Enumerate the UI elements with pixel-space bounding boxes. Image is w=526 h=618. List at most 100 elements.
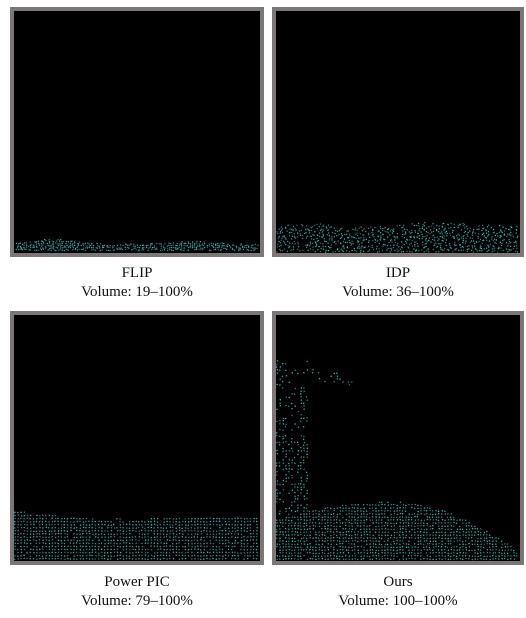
- fluid-particle: [350, 244, 352, 246]
- fluid-particle: [227, 533, 230, 535]
- fluid-particle: [406, 239, 409, 241]
- fluid-particle: [285, 238, 287, 240]
- fluid-particle: [298, 246, 300, 248]
- fluid-particle: [38, 533, 41, 535]
- fluid-particle: [234, 530, 237, 532]
- fluid-particle: [447, 224, 450, 226]
- fluid-particle: [71, 245, 74, 247]
- fluid-particle: [327, 546, 329, 549]
- fluid-particle: [191, 542, 193, 545]
- fluid-particle: [375, 510, 377, 512]
- fluid-particle: [336, 525, 338, 528]
- fluid-particle: [405, 525, 407, 528]
- fluid-particle: [367, 250, 369, 253]
- fluid-particle: [384, 531, 386, 533]
- fluid-particle: [305, 480, 308, 482]
- fluid-particle: [128, 527, 131, 529]
- fluid-particle: [464, 519, 467, 522]
- fluid-particle: [297, 241, 299, 243]
- fluid-particle: [160, 245, 163, 247]
- fluid-particle: [240, 536, 243, 539]
- fluid-particle: [390, 554, 393, 557]
- fluid-particle: [360, 522, 362, 524]
- fluid-particle: [282, 435, 284, 438]
- fluid-particle: [150, 549, 153, 551]
- fluid-particle: [249, 520, 252, 522]
- fluid-particle: [368, 555, 371, 557]
- fluid-particle: [107, 539, 110, 542]
- fluid-particle: [456, 519, 458, 521]
- fluid-particle: [184, 529, 186, 532]
- fluid-particle: [91, 523, 94, 526]
- fluid-particle: [288, 235, 291, 237]
- fluid-particle: [200, 530, 202, 533]
- fluid-particle: [288, 555, 290, 557]
- fluid-particle: [113, 245, 116, 247]
- fluid-particle: [306, 369, 309, 371]
- fluid-particle: [384, 227, 386, 229]
- fluid-particle: [284, 434, 287, 437]
- fluid-particle: [321, 522, 323, 525]
- fluid-particle: [138, 524, 140, 526]
- fluid-particle: [96, 247, 99, 249]
- fluid-particle: [303, 540, 305, 543]
- fluid-particle: [362, 504, 365, 506]
- fluid-particle: [232, 248, 234, 251]
- fluid-particle: [29, 518, 31, 520]
- fluid-particle: [282, 500, 285, 503]
- fluid-particle: [191, 551, 193, 554]
- fluid-particle: [395, 516, 398, 518]
- fluid-particle: [210, 249, 212, 252]
- fluid-particle: [238, 247, 240, 249]
- fluid-particle: [224, 536, 227, 539]
- fluid-particle: [60, 554, 63, 557]
- fluid-particle: [390, 513, 392, 516]
- fluid-particle: [501, 244, 503, 247]
- fluid-particle: [465, 528, 468, 531]
- fluid-particle: [98, 552, 100, 554]
- fluid-particle: [107, 548, 109, 551]
- fluid-particle: [386, 244, 389, 247]
- fluid-particle: [162, 551, 165, 554]
- fluid-particle: [309, 542, 311, 545]
- fluid-particle: [290, 231, 292, 234]
- fluid-particle: [292, 225, 295, 228]
- fluid-particle: [353, 552, 356, 555]
- fluid-particle: [297, 558, 299, 560]
- fluid-particle: [79, 520, 81, 523]
- fluid-particle: [29, 551, 32, 554]
- fluid-particle: [14, 511, 16, 514]
- fluid-particle: [35, 539, 38, 542]
- fluid-particle: [483, 539, 486, 542]
- fluid-particle: [218, 517, 221, 520]
- fluid-particle: [326, 229, 329, 232]
- fluid-particle: [15, 248, 17, 250]
- fluid-particle: [103, 533, 106, 536]
- fluid-particle: [221, 558, 224, 560]
- fluid-particle: [382, 243, 385, 246]
- fluid-particle: [447, 518, 450, 521]
- fluid-particle: [461, 245, 464, 248]
- fluid-particle: [29, 527, 32, 529]
- fluid-particle: [147, 530, 149, 532]
- fluid-particle: [423, 507, 426, 509]
- fluid-particle: [85, 555, 88, 557]
- fluid-particle: [135, 527, 138, 529]
- fluid-particle: [39, 530, 41, 532]
- fluid-particle: [399, 512, 402, 515]
- fluid-particle: [91, 527, 93, 529]
- fluid-particle: [276, 489, 278, 491]
- fluid-particle: [224, 527, 227, 529]
- fluid-particle: [472, 229, 475, 231]
- fluid-particle: [321, 228, 323, 231]
- fluid-particle: [392, 519, 395, 521]
- fluid-particle: [409, 232, 412, 234]
- fluid-particle: [122, 546, 125, 548]
- fluid-particle: [402, 558, 405, 560]
- fluid-particle: [398, 246, 400, 248]
- fluid-particle: [297, 507, 299, 509]
- fluid-particle: [293, 549, 296, 551]
- fluid-particle: [57, 523, 59, 526]
- fluid-particle: [435, 551, 437, 554]
- fluid-particle: [163, 521, 165, 523]
